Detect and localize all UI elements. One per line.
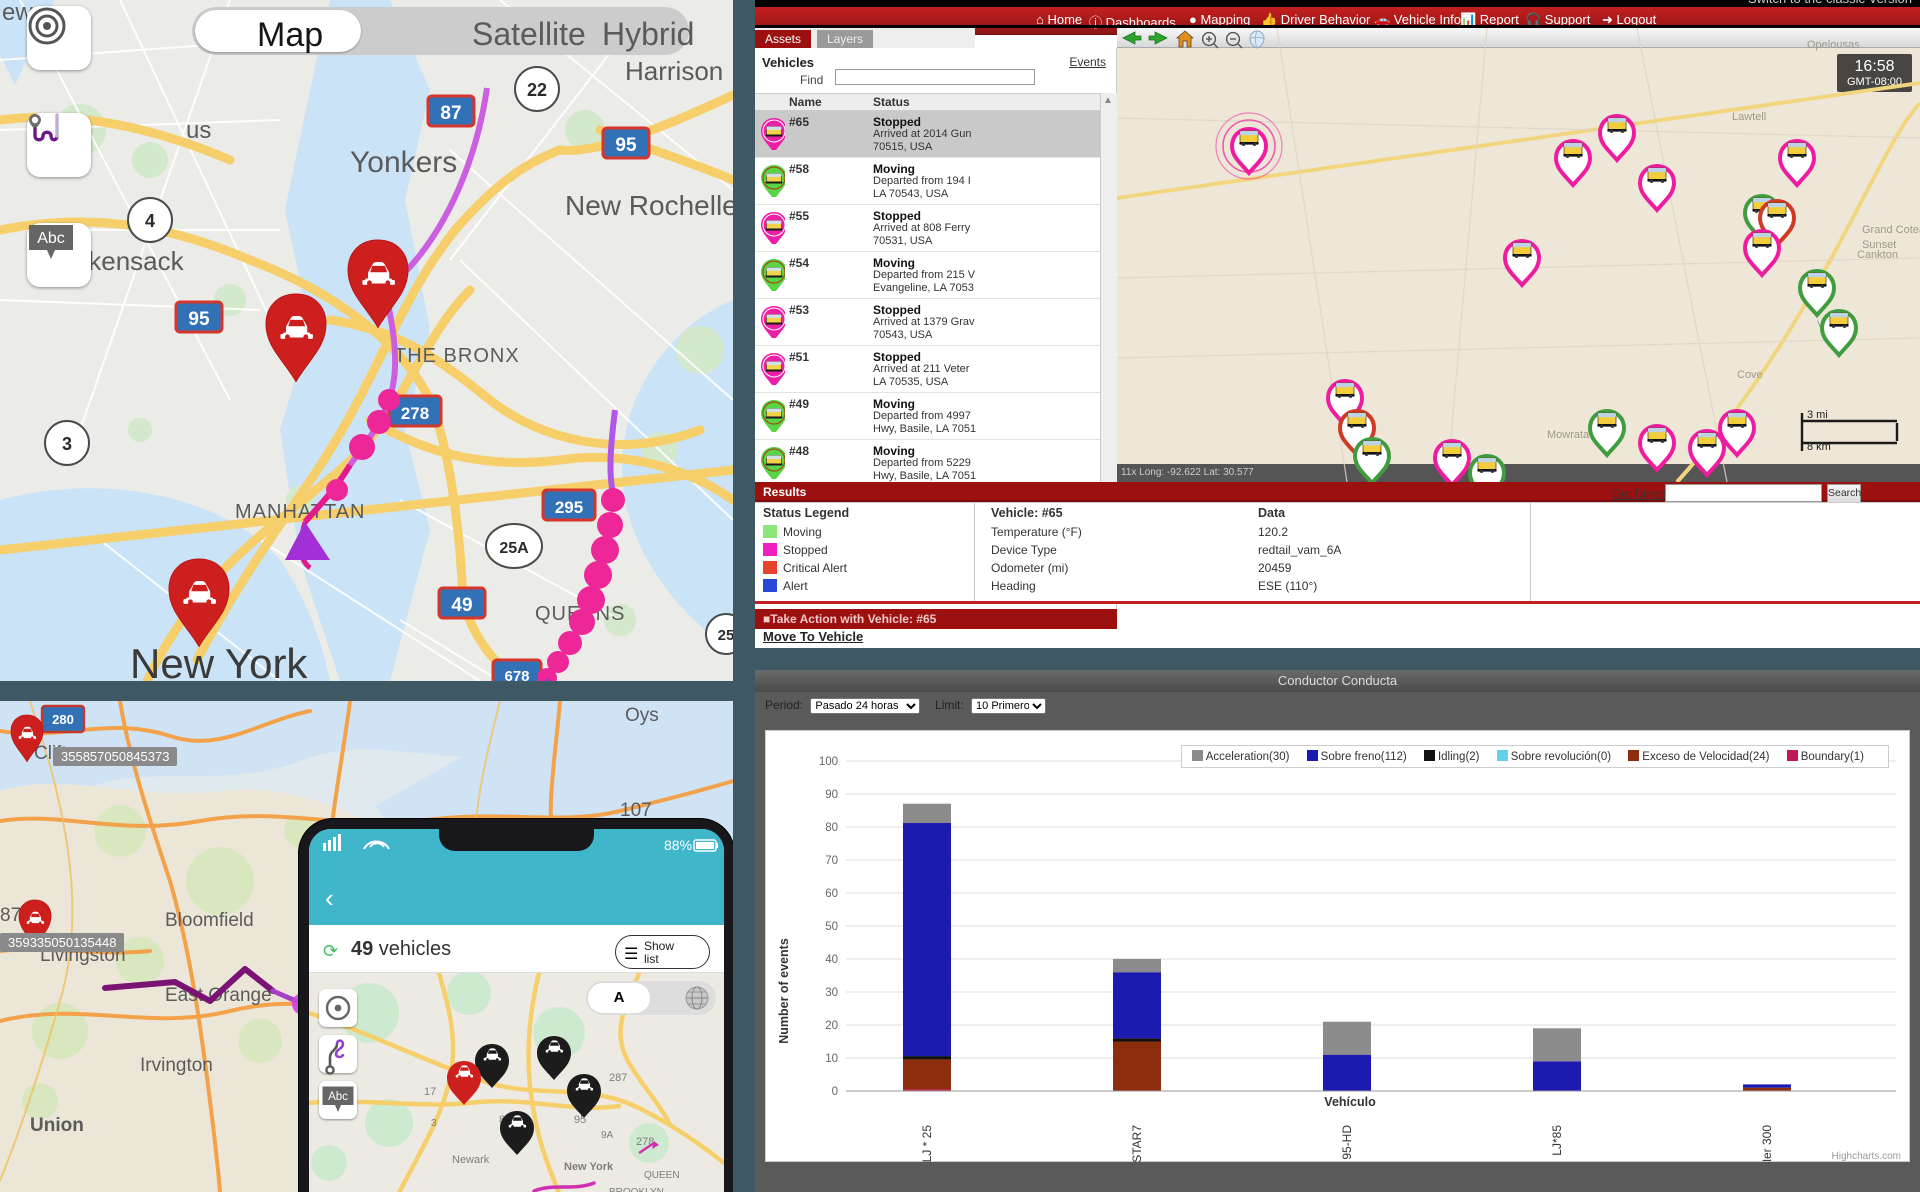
svg-text:0: 0: [832, 1086, 838, 1098]
svg-text:8 km: 8 km: [1807, 441, 1831, 453]
svg-text:Vehículo: Vehículo: [1324, 1095, 1376, 1109]
svg-text:LJ * 95-HD: LJ * 95-HD: [1340, 1125, 1354, 1163]
svg-text:10: 10: [825, 1053, 838, 1065]
svg-text:Abc: Abc: [37, 230, 65, 247]
svg-text:80: 80: [825, 822, 838, 834]
svg-text:LJ*85: LJ*85: [1550, 1125, 1564, 1156]
svg-text:50: 50: [825, 921, 838, 933]
svg-text:100: 100: [819, 756, 838, 768]
svg-text:LJSTAR7: LJSTAR7: [1130, 1125, 1144, 1163]
svg-text:30: 30: [825, 987, 838, 999]
svg-text:Number of events: Number of events: [777, 938, 791, 1044]
svg-text:Highcharts.com: Highcharts.com: [1832, 1151, 1901, 1162]
svg-text:Chrysler 300: Chrysler 300: [1760, 1125, 1774, 1163]
svg-text:70: 70: [825, 855, 838, 867]
svg-text:60: 60: [825, 888, 838, 900]
svg-text:20: 20: [825, 1020, 838, 1032]
svg-text:88%: 88%: [664, 837, 692, 853]
svg-text:3 mi: 3 mi: [1807, 409, 1828, 421]
svg-text:40: 40: [825, 954, 838, 966]
svg-text:LJ * 25: LJ * 25: [920, 1125, 934, 1163]
svg-text:90: 90: [825, 789, 838, 801]
